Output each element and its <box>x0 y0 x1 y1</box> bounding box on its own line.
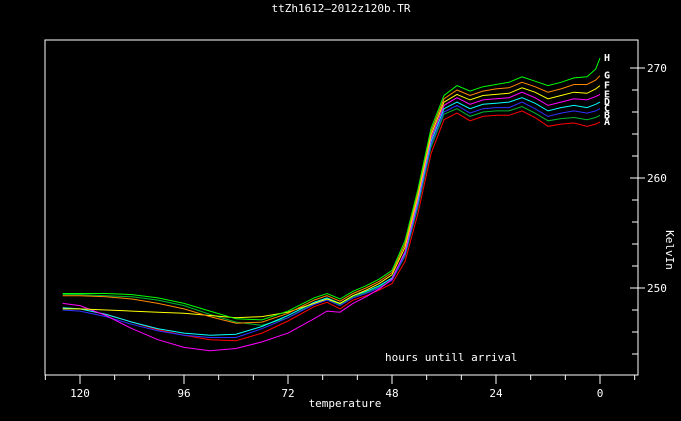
series-line-F <box>62 85 601 319</box>
x-axis-label: temperature <box>309 397 382 410</box>
series-end-label-H: H <box>604 53 610 64</box>
series-lines <box>62 57 601 352</box>
series-end-label-C: C <box>604 104 610 115</box>
x-axis-ticks: 120 96 72 48 24 0 <box>44 375 636 400</box>
series-line-B <box>62 105 601 326</box>
x-tick-label: 48 <box>385 387 398 400</box>
x-tick-label: 72 <box>281 387 294 400</box>
series-end-label-A: A <box>604 117 610 128</box>
x-tick-label: 24 <box>489 387 503 400</box>
series-end-label-F: F <box>604 81 610 92</box>
y-axis-ticks: 270 260 250 <box>630 62 667 355</box>
y-tick-label: 250 <box>647 282 667 295</box>
y-axis-label: KelvIn <box>663 230 676 270</box>
x-tick-label: 0 <box>597 387 604 400</box>
series-line-H <box>62 57 601 321</box>
x-tick-label: 96 <box>177 387 190 400</box>
x-tick-label: 120 <box>70 387 90 400</box>
series-line-E <box>62 91 601 352</box>
series-end-label-D: D <box>604 97 610 108</box>
series-end-label-G: G <box>604 71 610 82</box>
series-end-label-B: B <box>604 110 610 121</box>
plot-frame <box>44 39 639 376</box>
y-tick-label: 270 <box>647 62 667 75</box>
y-tick-label: 260 <box>647 172 667 185</box>
series-end-label-E: E <box>604 89 610 100</box>
series-line-G <box>62 75 601 324</box>
series-line-D <box>62 97 601 336</box>
series-line-A <box>62 110 601 342</box>
annotation-hours-until-arrival: hours untill arrival <box>385 351 517 364</box>
series-line-C <box>62 101 601 338</box>
chart-title: ttZh1612—2012z120b.TR <box>271 2 410 15</box>
